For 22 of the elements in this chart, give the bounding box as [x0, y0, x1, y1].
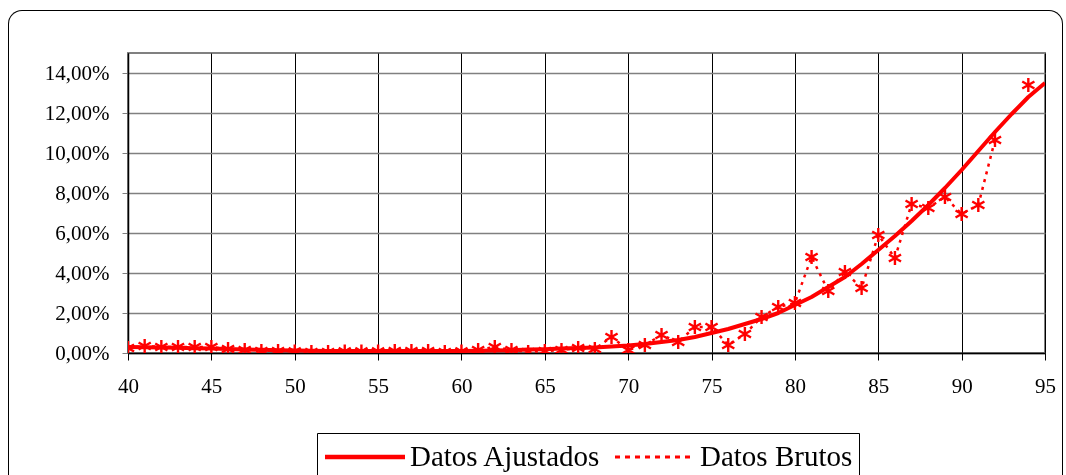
x-tick-label: 60: [451, 373, 473, 398]
x-tick-label: 95: [1035, 373, 1056, 398]
y-tick-label: 10,00%: [44, 140, 110, 165]
x-tick-label: 85: [868, 373, 890, 398]
x-tick-label: 90: [951, 373, 973, 398]
y-tick-label: 4,00%: [55, 260, 110, 285]
x-tick-label: 75: [701, 373, 723, 398]
x-tick-label: 55: [368, 373, 390, 398]
y-tick-label: 8,00%: [55, 180, 110, 205]
x-tick-label: 50: [284, 373, 306, 398]
y-tick-label: 0,00%: [55, 340, 110, 365]
x-tick-label: 40: [118, 373, 139, 398]
y-tick-label: 14,00%: [44, 60, 110, 85]
legend-label: Datos Ajustados: [410, 440, 600, 472]
y-tick-label: 2,00%: [55, 300, 110, 325]
legend-label: Datos Brutos: [700, 440, 853, 472]
y-tick-label: 6,00%: [55, 220, 110, 245]
x-tick-label: 45: [201, 373, 223, 398]
x-tick-label: 65: [534, 373, 556, 398]
y-tick-label: 12,00%: [44, 100, 110, 125]
x-tick-label: 70: [618, 373, 640, 398]
x-tick-label: 80: [784, 373, 806, 398]
